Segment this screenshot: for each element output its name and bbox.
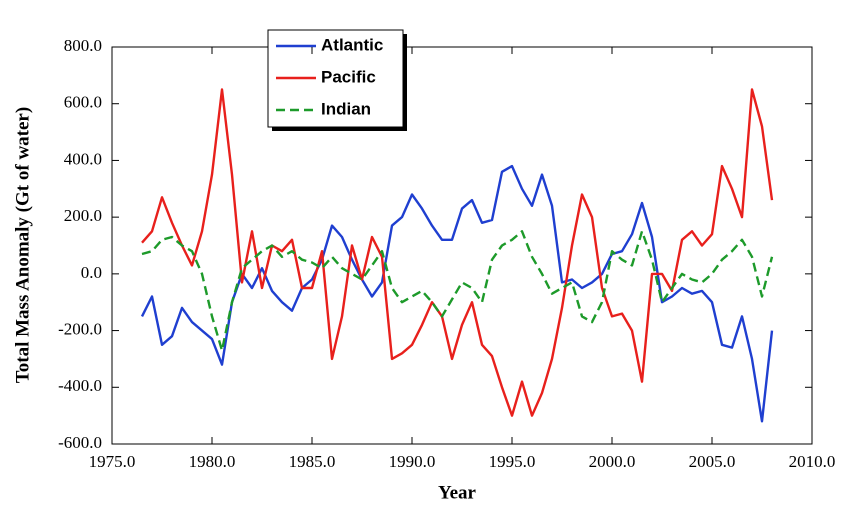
x-tick-label: 1995.0 (489, 452, 536, 471)
x-tick-label: 1985.0 (289, 452, 336, 471)
series-line (140, 164, 774, 423)
plot-frame (111, 46, 813, 445)
y-tick-label: 600.0 (64, 93, 102, 112)
x-tick-label: 2010.0 (789, 452, 836, 471)
x-tick-label: 1975.0 (89, 452, 136, 471)
y-tick-label: -600.0 (58, 433, 102, 452)
plot-lines (140, 88, 774, 423)
y-tick-label: 400.0 (64, 149, 102, 168)
y-tick-label: -400.0 (58, 376, 102, 395)
x-tick-label: 1990.0 (389, 452, 436, 471)
series-line (141, 230, 774, 352)
x-axis-label: Year (438, 482, 477, 503)
legend-label: Pacific (321, 67, 376, 86)
legend-label: Atlantic (321, 35, 383, 54)
y-tick-label: 200.0 (64, 206, 102, 225)
x-tick-label: 1980.0 (189, 452, 236, 471)
legend-label: Indian (321, 99, 371, 118)
legend: Atlantic Pacific Indian (267, 29, 407, 131)
y-axis-label: Total Mass Anomaly (Gt of water) (12, 107, 33, 383)
y-tick-label: -200.0 (58, 319, 102, 338)
y-tick-label: 0.0 (81, 263, 102, 282)
series-line (141, 88, 774, 417)
x-tick-label: 2000.0 (589, 452, 636, 471)
y-tick-label: 800.0 (64, 36, 102, 55)
x-tick-label: 2005.0 (689, 452, 736, 471)
